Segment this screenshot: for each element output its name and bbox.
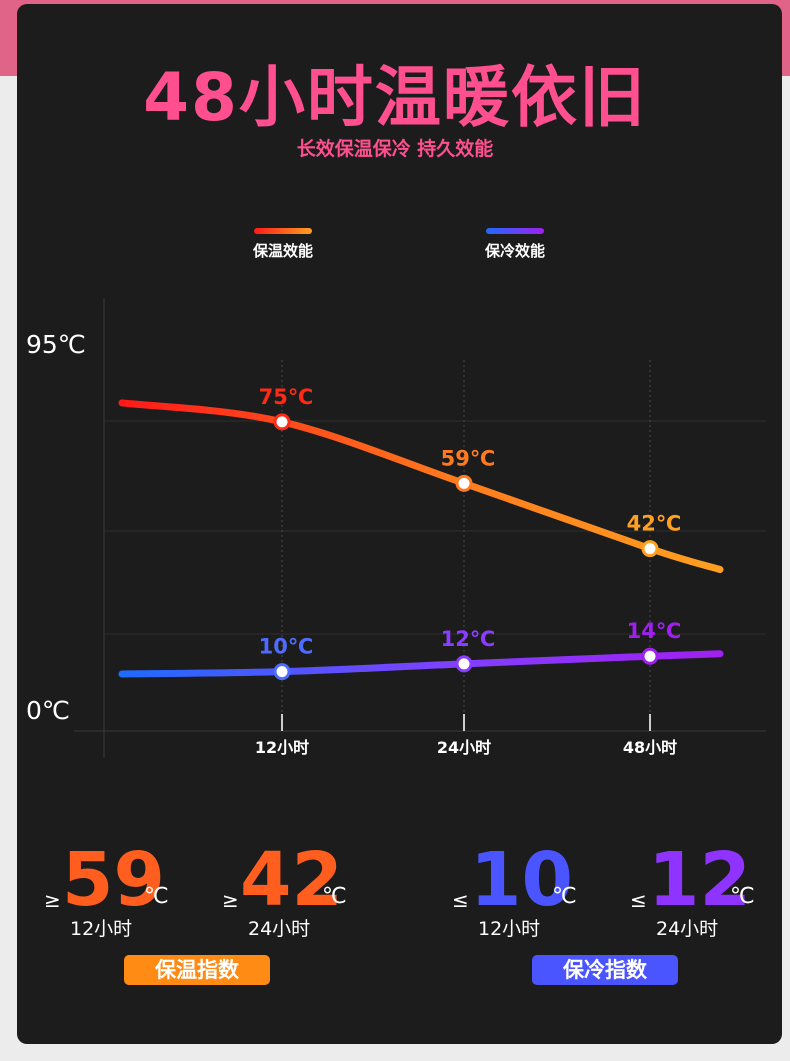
- stat-cold-12h: ≤ 10 ℃ 12小时: [452, 840, 602, 940]
- data-point: [641, 540, 659, 558]
- data-label: 14℃: [627, 619, 682, 643]
- stat-value: 10: [470, 837, 573, 923]
- stat-unit: ℃: [322, 884, 347, 909]
- stat-duration: 24小时: [248, 918, 311, 940]
- stat-comparator: ≥: [44, 888, 61, 912]
- stat-duration: 24小时: [656, 918, 719, 940]
- stat-heat-24h: ≥ 42 ℃ 24小时: [222, 840, 372, 940]
- cold-index-badge: 保冷指数: [532, 955, 678, 985]
- data-label: 59℃: [441, 446, 496, 470]
- stat-duration: 12小时: [70, 918, 133, 940]
- data-point: [455, 655, 473, 673]
- y-tick-label-top: 95℃: [26, 330, 86, 359]
- data-label: 10℃: [259, 635, 314, 659]
- stat-cold-24h: ≤ 12 ℃ 24小时: [630, 840, 780, 940]
- data-label: 42℃: [627, 512, 682, 536]
- data-label: 12℃: [441, 627, 496, 651]
- data-point: [455, 474, 473, 492]
- chart-grid: [74, 298, 766, 758]
- data-label: 75℃: [259, 385, 314, 409]
- legend-item-cold: 保冷效能: [472, 228, 558, 261]
- data-point: [641, 647, 659, 665]
- stat-comparator: ≤: [452, 888, 469, 912]
- legend-swatch-cold: [486, 228, 544, 234]
- heat-index-badge: 保温指数: [124, 955, 270, 985]
- content-card: [17, 4, 782, 1044]
- stat-duration: 12小时: [478, 918, 541, 940]
- series-line-cold: [118, 650, 724, 678]
- data-point: [273, 663, 291, 681]
- x-tick-label: 12小时: [255, 738, 309, 757]
- data-point: [273, 413, 291, 431]
- stat-comparator: ≥: [222, 888, 239, 912]
- stat-heat-12h: ≥ 59 ℃ 12小时: [44, 840, 194, 940]
- stat-value: 12: [648, 837, 751, 923]
- page-subtitle: 长效保温保冷 持久效能: [296, 138, 494, 160]
- x-tick-label: 24小时: [437, 738, 491, 757]
- x-guide-lines: [281, 360, 651, 731]
- stat-unit: ℃: [552, 884, 577, 909]
- x-tick-label: 48小时: [623, 738, 677, 757]
- legend-swatch-heat: [254, 228, 312, 234]
- legend-item-heat: 保温效能: [240, 228, 326, 261]
- series-line-heat: [118, 399, 724, 574]
- legend-label-cold: 保冷效能: [484, 242, 545, 260]
- stat-value: 59: [62, 837, 165, 923]
- page-title: 48小时温暖依旧: [143, 59, 647, 136]
- y-tick-label-bottom: 0℃: [26, 696, 70, 725]
- legend-label-heat: 保温效能: [252, 242, 313, 260]
- stat-value: 42: [240, 837, 343, 923]
- chart-points: 75℃ 59℃ 42℃ 10℃ 12℃ 14℃: [259, 385, 682, 681]
- x-tick-labels: 12小时 24小时 48小时: [255, 738, 677, 757]
- stat-comparator: ≤: [630, 888, 647, 912]
- stat-unit: ℃: [144, 884, 169, 909]
- stat-unit: ℃: [730, 884, 755, 909]
